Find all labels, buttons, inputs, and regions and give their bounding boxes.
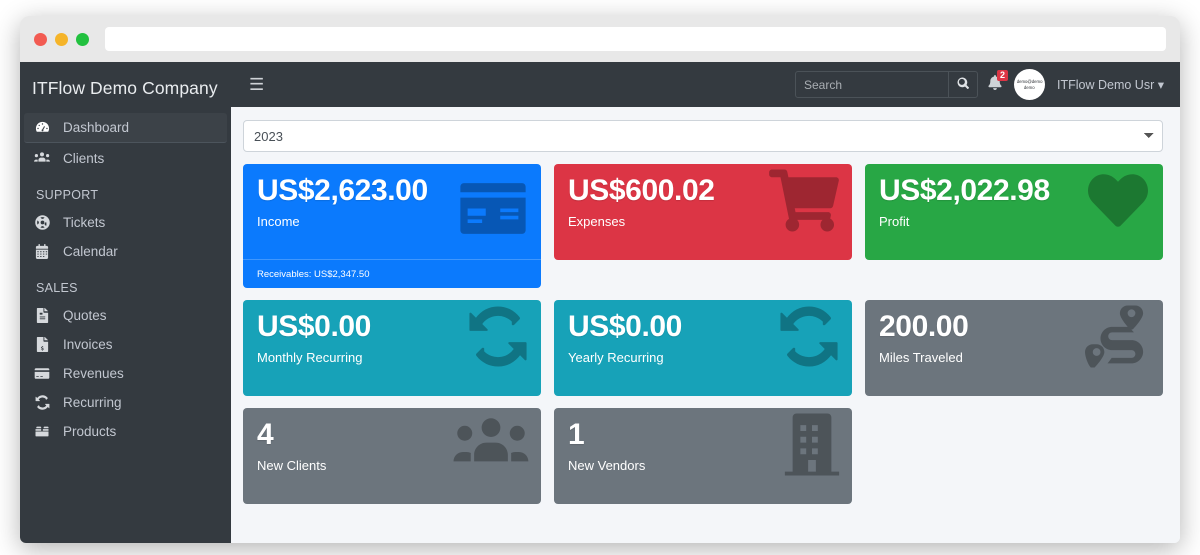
expenses-card[interactable]: US$600.02 Expenses bbox=[554, 164, 852, 260]
profit-label: Profit bbox=[879, 214, 910, 230]
brand-title: ITFlow Demo Company bbox=[32, 78, 218, 98]
sidebar-item-label: Recurring bbox=[63, 395, 122, 410]
new-vendors-card[interactable]: 1 New Vendors bbox=[554, 408, 852, 504]
new-vendors-card-body: 1 New Vendors bbox=[554, 408, 852, 487]
monthly-recurring-card[interactable]: US$0.00 Monthly Recurring bbox=[243, 300, 541, 396]
miles-traveled-card-body: 200.00 Miles Traveled bbox=[865, 300, 1163, 379]
avatar-line-1: demo@demo bbox=[1016, 78, 1043, 84]
sidebar-item-revenues[interactable]: Revenues bbox=[24, 359, 227, 388]
monthly-recurring-value: US$0.00 bbox=[257, 310, 371, 343]
sidebar-section-support-heading: SUPPORT bbox=[36, 188, 99, 202]
new-clients-card-body: 4 New Clients bbox=[243, 408, 541, 487]
chevron-down-icon: ▾ bbox=[1157, 78, 1164, 92]
sidebar-item-label: Calendar bbox=[63, 244, 118, 259]
yearly-recurring-label: Yearly Recurring bbox=[568, 350, 664, 366]
page-viewport: ITFlow Demo Company Dashboard bbox=[20, 62, 1180, 543]
income-card[interactable]: US$2,623.00 Income Receivables: US$2,347… bbox=[243, 164, 541, 288]
card-row-1: US$2,623.00 Income Receivables: US$2,347… bbox=[243, 164, 1163, 288]
new-clients-value: 4 bbox=[257, 418, 274, 451]
lifering-icon bbox=[32, 215, 52, 230]
sidebar-item-clients[interactable]: Clients bbox=[24, 143, 227, 173]
user-menu-label: ITFlow Demo Usr bbox=[1057, 78, 1155, 92]
expenses-card-body: US$600.02 Expenses bbox=[554, 164, 852, 243]
file-invoice-icon bbox=[32, 308, 52, 323]
browser-titlebar bbox=[20, 16, 1180, 62]
miles-traveled-label: Miles Traveled bbox=[879, 350, 963, 366]
avatar[interactable]: demo@demo demo bbox=[1014, 69, 1045, 100]
file-dollar-icon bbox=[32, 337, 52, 352]
search-input[interactable] bbox=[796, 72, 948, 97]
browser-window: ITFlow Demo Company Dashboard bbox=[20, 16, 1180, 543]
topbar: ☰ bbox=[231, 62, 1180, 107]
sidebar-item-label: Revenues bbox=[63, 366, 124, 381]
sync-icon bbox=[32, 395, 52, 410]
new-clients-label: New Clients bbox=[257, 458, 327, 474]
profit-card[interactable]: US$2,022.98 Profit bbox=[865, 164, 1163, 260]
topbar-right: 2 demo@demo demo ITFlow Demo Usr ▾ bbox=[988, 69, 1164, 100]
card-row-2: US$0.00 Monthly Recurring US$0.00 bbox=[243, 300, 1163, 396]
new-clients-card[interactable]: 4 New Clients bbox=[243, 408, 541, 504]
sidebar-item-dashboard[interactable]: Dashboard bbox=[24, 113, 227, 143]
users-icon bbox=[32, 150, 52, 166]
miles-traveled-value: 200.00 bbox=[879, 310, 969, 343]
url-bar[interactable] bbox=[105, 27, 1166, 51]
main-area: ☰ bbox=[231, 62, 1180, 543]
sidebar-nav: Dashboard Clients SUPPORT bbox=[20, 113, 231, 446]
window-controls bbox=[34, 32, 89, 46]
income-card-body: US$2,623.00 Income bbox=[243, 164, 541, 259]
sidebar-item-label: Dashboard bbox=[63, 120, 130, 135]
card-row-3: 4 New Clients 1 New Vendor bbox=[243, 408, 1163, 504]
sidebar-item-recurring[interactable]: Recurring bbox=[24, 388, 227, 417]
income-label: Income bbox=[257, 214, 300, 230]
notification-badge: 2 bbox=[997, 69, 1009, 81]
income-card-footer: Receivables: US$2,347.50 bbox=[243, 258, 541, 288]
sidebar: ITFlow Demo Company Dashboard bbox=[20, 62, 231, 543]
box-icon bbox=[32, 425, 52, 438]
profit-card-body: US$2,022.98 Profit bbox=[865, 164, 1163, 243]
search-box bbox=[795, 71, 978, 98]
user-menu[interactable]: ITFlow Demo Usr ▾ bbox=[1057, 77, 1164, 92]
card-row-3-spacer bbox=[865, 408, 1163, 504]
sidebar-item-tickets[interactable]: Tickets bbox=[24, 208, 227, 237]
search-button[interactable] bbox=[948, 72, 977, 97]
new-vendors-label: New Vendors bbox=[568, 458, 646, 474]
sidebar-item-quotes[interactable]: Quotes bbox=[24, 301, 227, 330]
sidebar-item-label: Tickets bbox=[63, 215, 106, 230]
sidebar-item-calendar[interactable]: Calendar bbox=[24, 237, 227, 266]
income-value: US$2,623.00 bbox=[257, 174, 428, 207]
sidebar-item-invoices[interactable]: Invoices bbox=[24, 330, 227, 359]
yearly-recurring-card-body: US$0.00 Yearly Recurring bbox=[554, 300, 852, 379]
expenses-label: Expenses bbox=[568, 214, 626, 230]
sidebar-section-sales-heading: SALES bbox=[36, 281, 78, 295]
dashboard-content: 2023202220212020 US$2,623.00 Income bbox=[231, 107, 1180, 543]
hamburger-icon[interactable]: ☰ bbox=[249, 75, 265, 94]
monthly-recurring-label: Monthly Recurring bbox=[257, 350, 363, 366]
new-vendors-value: 1 bbox=[568, 418, 585, 451]
sidebar-item-label: Invoices bbox=[63, 337, 113, 352]
sidebar-item-label: Products bbox=[63, 424, 117, 439]
credit-card-icon bbox=[32, 367, 52, 380]
sidebar-item-products[interactable]: Products bbox=[24, 417, 227, 446]
miles-traveled-card[interactable]: 200.00 Miles Traveled bbox=[865, 300, 1163, 396]
sidebar-item-label: Clients bbox=[63, 150, 105, 166]
yearly-recurring-value: US$0.00 bbox=[568, 310, 682, 343]
avatar-line-2: demo bbox=[1024, 84, 1035, 90]
sidebar-item-label: Quotes bbox=[63, 308, 107, 323]
yearly-recurring-card[interactable]: US$0.00 Yearly Recurring bbox=[554, 300, 852, 396]
close-window-button[interactable] bbox=[34, 32, 47, 46]
monthly-recurring-card-body: US$0.00 Monthly Recurring bbox=[243, 300, 541, 379]
profit-value: US$2,022.98 bbox=[879, 174, 1050, 207]
expenses-value: US$600.02 bbox=[568, 174, 715, 207]
search-icon bbox=[957, 77, 970, 92]
year-filter-select[interactable]: 2023202220212020 bbox=[243, 120, 1163, 152]
notifications-button[interactable]: 2 bbox=[988, 69, 1009, 95]
calendar-icon bbox=[32, 244, 52, 259]
maximize-window-button[interactable] bbox=[76, 32, 89, 46]
dashboard-icon bbox=[32, 120, 52, 135]
minimize-window-button[interactable] bbox=[55, 32, 68, 46]
